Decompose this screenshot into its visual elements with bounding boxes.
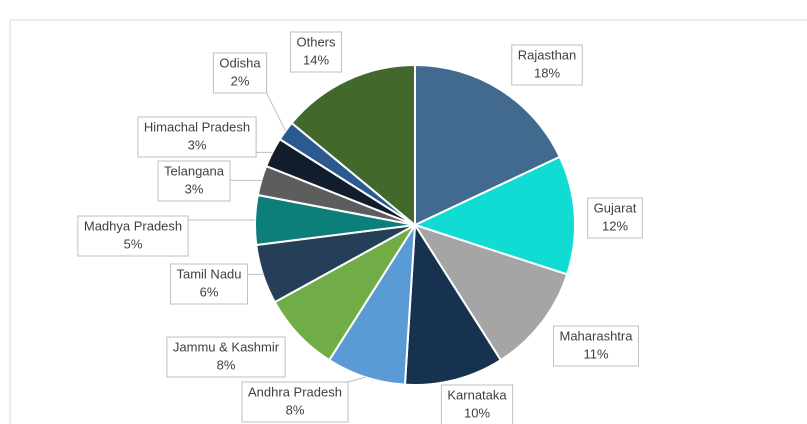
leader-line: [266, 92, 287, 132]
pie: [254, 63, 576, 386]
label-category: Madhya Pradesh: [84, 218, 182, 233]
label-box: [587, 197, 643, 239]
label-category: Rajasthan: [518, 47, 577, 62]
label-box: [137, 116, 257, 158]
label-category: Maharashtra: [560, 328, 634, 343]
pie-slice: [414, 63, 562, 227]
label-category: Karnataka: [447, 387, 507, 402]
label-box: [289, 31, 343, 73]
label-value: 10%: [464, 405, 490, 420]
label-value: 12%: [602, 218, 628, 233]
data-labels: Rajasthan 18% Gujarat 12% Maharashtra 11% Karn…: [77, 31, 643, 424]
label-value: 8%: [286, 402, 305, 417]
label-value: 3%: [185, 181, 204, 196]
label-box: [166, 336, 286, 378]
pie-slice: [403, 221, 503, 386]
label-category: Himachal Pradesh: [144, 119, 250, 134]
label-value: 8%: [217, 357, 236, 372]
label-box: [440, 384, 514, 424]
label-category: Andhra Pradesh: [248, 384, 342, 399]
leader-line: [347, 376, 366, 383]
label-box: [157, 160, 231, 202]
label-value: 14%: [303, 52, 329, 67]
label-box: [169, 263, 249, 305]
pie-slice: [412, 223, 569, 362]
label-box: [553, 325, 639, 367]
label-value: 5%: [124, 236, 143, 251]
label-box: [212, 52, 268, 94]
label-category: Jammu & Kashmir: [173, 339, 280, 354]
label-value: 3%: [188, 137, 207, 152]
pie-slice: [290, 63, 416, 228]
pie-slice: [412, 155, 576, 276]
label-category: Gujarat: [594, 200, 637, 215]
label-category: Telangana: [164, 163, 225, 178]
label-box: [241, 381, 349, 423]
label-value: 18%: [534, 65, 560, 80]
label-value: 11%: [583, 346, 608, 361]
label-category: Tamil Nadu: [176, 266, 241, 281]
label-box: [77, 215, 189, 257]
label-value: 6%: [200, 284, 219, 299]
label-value: 2%: [231, 73, 250, 88]
label-category: Odisha: [219, 55, 261, 70]
label-box: [511, 44, 583, 86]
label-category: Others: [296, 34, 336, 49]
